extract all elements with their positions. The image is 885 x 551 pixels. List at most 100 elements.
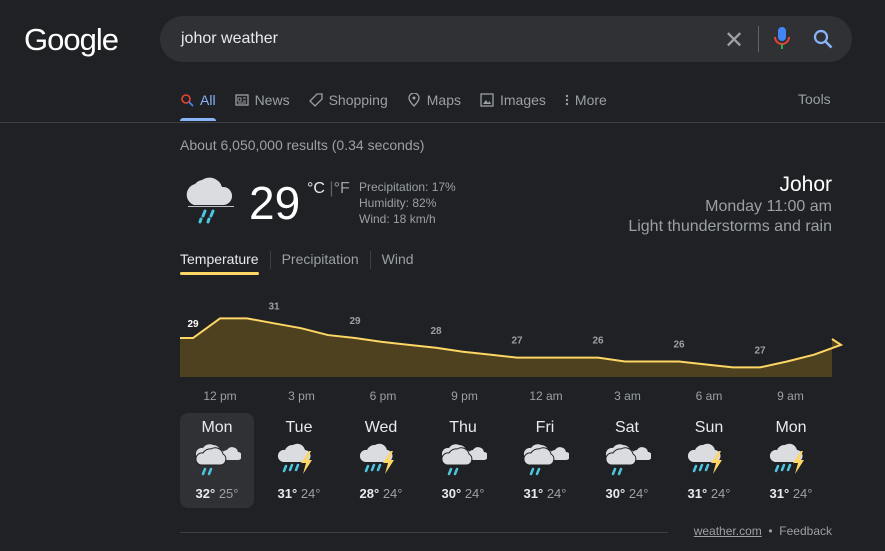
day-name: Fri [535, 419, 555, 436]
high-temp: 31° [769, 486, 790, 501]
high-temp: 32° [195, 486, 216, 501]
fahrenheit-button[interactable]: °F [333, 180, 350, 197]
temp-label: 31 [268, 301, 280, 312]
thunderstorm-icon [276, 442, 314, 476]
search-icon [180, 93, 194, 107]
celsius-button[interactable]: °C [307, 180, 325, 197]
x-tick-label: 6 am [696, 389, 723, 403]
divider [0, 122, 885, 123]
source-link[interactable]: weather.com [693, 524, 762, 538]
tab-maps[interactable]: Maps [407, 91, 461, 109]
result-stats: About 6,050,000 results (0.34 seconds) [180, 137, 425, 153]
rain-cloudy-icon [522, 443, 572, 476]
temp-label: 29 [349, 316, 361, 327]
unit-toggle: °C |°F [307, 180, 350, 197]
low-temp: 24° [546, 486, 567, 501]
low-temp: 24° [710, 486, 731, 501]
thunderstorm-icon [358, 442, 396, 476]
low-temp: 24° [628, 486, 649, 501]
clear-icon[interactable]: ✕ [724, 27, 745, 54]
tools-button[interactable]: Tools [798, 91, 831, 107]
tab-precipitation[interactable]: Precipitation [269, 251, 370, 269]
image-icon [480, 93, 494, 107]
daily-forecast: Mon 32° 25° Tue 31° 24° Wed 28° 24° Thu 30° 24°… [180, 413, 828, 508]
google-logo[interactable]: Google [24, 22, 119, 57]
x-tick-label: 6 pm [370, 389, 397, 403]
current-temperature: 29 [249, 177, 301, 229]
search-box[interactable]: johor weather ✕ [160, 16, 852, 62]
feedback-link[interactable]: Feedback [779, 524, 832, 538]
high-temp: 31° [523, 486, 544, 501]
separator: • [768, 524, 773, 538]
tab-label: News [254, 92, 290, 108]
divider [180, 532, 668, 533]
high-temp: 30° [605, 486, 626, 501]
search-tabs: All News Shopping Maps Images More [180, 91, 607, 121]
active-tab-indicator [180, 118, 216, 121]
tab-wind[interactable]: Wind [369, 251, 425, 269]
tab-more[interactable]: More [565, 91, 607, 109]
forecast-day[interactable]: Fri 31° 24° [508, 413, 582, 508]
forecast-day[interactable]: Mon 32° 25° [180, 413, 254, 508]
active-chart-tab-indicator [180, 272, 259, 275]
temp-label: 26 [592, 336, 604, 347]
day-name: Mon [775, 419, 807, 436]
forecast-day[interactable]: Mon 31° 24° [754, 413, 828, 508]
search-icon[interactable] [812, 28, 834, 50]
microphone-icon[interactable] [772, 26, 792, 52]
search-input[interactable]: johor weather [181, 30, 278, 47]
x-tick-label: 9 pm [451, 389, 478, 403]
tag-icon [308, 93, 323, 107]
thunderstorm-icon [768, 442, 806, 476]
x-tick-label: 3 am [614, 389, 641, 403]
rain-cloudy-icon [194, 443, 244, 476]
forecast-day[interactable]: Sat 30° 24° [590, 413, 664, 508]
chart-tabs: Temperature Precipitation Wind [180, 251, 425, 269]
tab-label: All [200, 92, 216, 108]
precipitation: Precipitation: 17% [359, 180, 456, 194]
temp-label: 27 [511, 336, 523, 347]
map-pin-icon [407, 93, 421, 107]
footer: weather.com • Feedback [694, 524, 832, 538]
x-tick-label: 12 pm [203, 389, 236, 403]
tab-label: Images [499, 92, 546, 108]
day-name: Sat [614, 419, 639, 436]
forecast-day[interactable]: Tue 31° 24° [262, 413, 336, 508]
rain-cloudy-icon [440, 443, 490, 476]
tab-shopping[interactable]: Shopping [308, 91, 388, 109]
date-time: Monday 11:00 am [705, 198, 832, 215]
x-tick-label: 12 am [529, 389, 562, 403]
weather-details: Precipitation: 17% Humidity: 82% Wind: 1… [359, 179, 456, 227]
day-name: Sun [694, 419, 724, 436]
high-temp: 31° [277, 486, 298, 501]
day-name: Wed [364, 419, 398, 436]
temp-label: 26 [673, 340, 685, 351]
forecast-day[interactable]: Thu 30° 24° [426, 413, 500, 508]
tab-label: More [574, 92, 607, 108]
high-temp: 31° [687, 486, 708, 501]
rain-cloud-icon [186, 177, 235, 224]
more-vertical-icon [565, 93, 569, 107]
tab-images[interactable]: Images [480, 91, 546, 109]
news-icon [234, 93, 249, 107]
tab-all[interactable]: All [180, 91, 216, 109]
rain-cloudy-icon [604, 443, 654, 476]
wind: Wind: 18 km/h [359, 212, 436, 226]
tab-label: Maps [426, 92, 461, 108]
tab-news[interactable]: News [234, 91, 290, 109]
low-temp: 24° [792, 486, 813, 501]
location-info: Johor Monday 11:00 am Light thunderstorm… [628, 173, 832, 237]
day-name: Tue [285, 419, 313, 436]
forecast-day[interactable]: Sun 31° 24° [672, 413, 746, 508]
tab-label: Shopping [328, 92, 388, 108]
temp-label: 28 [430, 326, 442, 337]
humidity: Humidity: 82% [359, 196, 437, 210]
low-temp: 24° [300, 486, 321, 501]
tab-temperature[interactable]: Temperature [180, 251, 259, 267]
temperature-line [180, 317, 844, 369]
low-temp: 24° [382, 486, 403, 501]
temperature-chart: 29 31 29 28 27 26 26 27 12 pm 3 pm 6 pm 9 pm 12 am 3 … [180, 301, 844, 403]
forecast-day[interactable]: Wed 28° 24° [344, 413, 418, 508]
temp-label: 27 [754, 345, 766, 356]
low-temp: 24° [464, 486, 485, 501]
